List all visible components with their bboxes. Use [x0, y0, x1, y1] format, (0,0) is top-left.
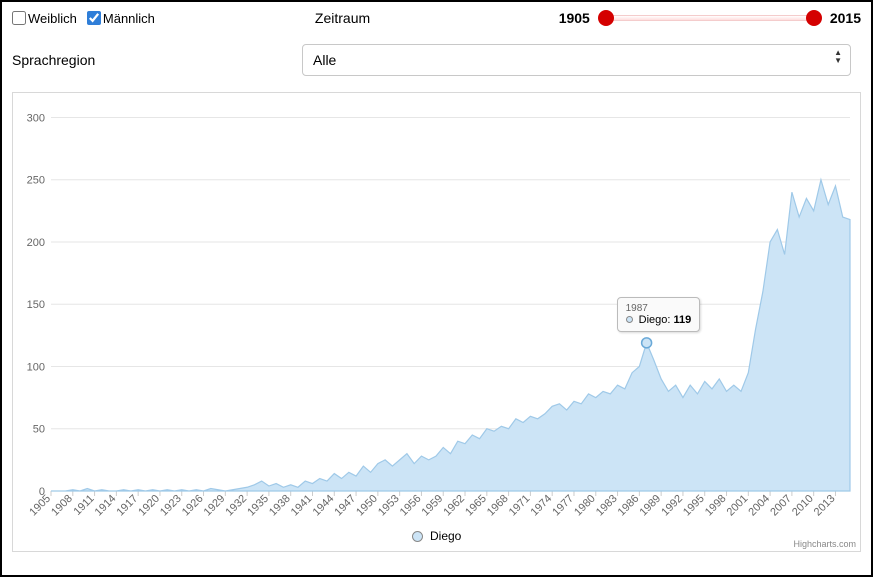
svg-text:1971: 1971	[507, 493, 533, 519]
svg-text:2013: 2013	[812, 493, 838, 519]
svg-text:2001: 2001	[725, 493, 751, 519]
zeitraum-label: Zeitraum	[315, 10, 370, 26]
svg-text:300: 300	[27, 112, 45, 124]
svg-text:1950: 1950	[354, 493, 380, 519]
svg-text:1944: 1944	[311, 493, 337, 519]
svg-text:1992: 1992	[659, 493, 685, 519]
slider-track	[600, 15, 820, 21]
svg-text:1959: 1959	[420, 493, 446, 519]
svg-text:1923: 1923	[158, 493, 184, 519]
legend-swatch-icon	[412, 531, 423, 542]
slider-handle-max[interactable]	[806, 10, 822, 26]
female-label: Weiblich	[28, 11, 77, 26]
svg-text:1962: 1962	[441, 493, 467, 519]
svg-text:50: 50	[33, 424, 45, 436]
year-min: 1905	[559, 10, 590, 26]
svg-text:1977: 1977	[550, 493, 576, 519]
region-select[interactable]: Alle ▲▼	[302, 44, 851, 76]
slider-handle-min[interactable]	[598, 10, 614, 26]
tooltip-series: Diego	[639, 314, 668, 326]
filter-row: Weiblich Männlich Zeitraum 1905 2015	[2, 2, 871, 30]
svg-text:1995: 1995	[681, 493, 707, 519]
svg-text:1965: 1965	[463, 493, 489, 519]
male-checkbox[interactable]: Männlich	[87, 11, 155, 26]
region-row: Sprachregion Alle ▲▼	[2, 30, 871, 86]
select-arrows-icon: ▲▼	[834, 49, 842, 65]
svg-text:1986: 1986	[616, 493, 642, 519]
year-max: 2015	[830, 10, 861, 26]
area-chart[interactable]: 0501001502002503001905190819111914191719…	[13, 93, 860, 551]
legend-series-name: Diego	[430, 529, 461, 543]
svg-text:1941: 1941	[289, 493, 315, 519]
svg-text:1938: 1938	[267, 493, 293, 519]
female-checkbox[interactable]: Weiblich	[12, 11, 77, 26]
chart-credit[interactable]: Highcharts.com	[793, 539, 856, 549]
svg-text:1998: 1998	[703, 493, 729, 519]
year-slider[interactable]	[600, 10, 820, 26]
male-label: Männlich	[103, 11, 155, 26]
svg-text:2010: 2010	[790, 493, 816, 519]
svg-text:250: 250	[27, 175, 45, 187]
svg-text:1914: 1914	[93, 493, 119, 519]
app-frame: Weiblich Männlich Zeitraum 1905 2015 Spr…	[0, 0, 873, 577]
svg-text:1983: 1983	[594, 493, 620, 519]
svg-text:1953: 1953	[376, 493, 402, 519]
svg-text:1926: 1926	[180, 493, 206, 519]
svg-text:1947: 1947	[332, 493, 358, 519]
svg-text:1908: 1908	[49, 493, 75, 519]
svg-text:2007: 2007	[768, 493, 794, 519]
svg-text:1911: 1911	[71, 493, 96, 518]
tooltip-dot-icon	[626, 316, 633, 323]
region-selected: Alle	[313, 52, 336, 68]
chart-tooltip: 1987 Diego: 119	[617, 297, 701, 332]
svg-text:1989: 1989	[637, 493, 663, 519]
svg-text:1956: 1956	[398, 493, 424, 519]
tooltip-value: 119	[674, 314, 692, 326]
svg-text:150: 150	[27, 299, 45, 311]
svg-text:1905: 1905	[27, 493, 53, 519]
svg-text:1929: 1929	[202, 493, 228, 519]
female-checkbox-input[interactable]	[12, 11, 26, 25]
svg-text:1920: 1920	[136, 493, 162, 519]
chart-container: 0501001502002503001905190819111914191719…	[12, 92, 861, 552]
svg-text:2004: 2004	[746, 493, 772, 519]
svg-text:1917: 1917	[114, 493, 140, 519]
chart-legend[interactable]: Diego	[13, 529, 860, 543]
male-checkbox-input[interactable]	[87, 11, 101, 25]
svg-text:1968: 1968	[485, 493, 511, 519]
svg-text:100: 100	[27, 361, 45, 373]
svg-text:1980: 1980	[572, 493, 598, 519]
svg-text:1932: 1932	[223, 493, 249, 519]
svg-text:200: 200	[27, 237, 45, 249]
svg-text:1974: 1974	[529, 493, 555, 519]
tooltip-year: 1987	[626, 303, 692, 314]
svg-text:1935: 1935	[245, 493, 271, 519]
region-label: Sprachregion	[12, 52, 292, 68]
